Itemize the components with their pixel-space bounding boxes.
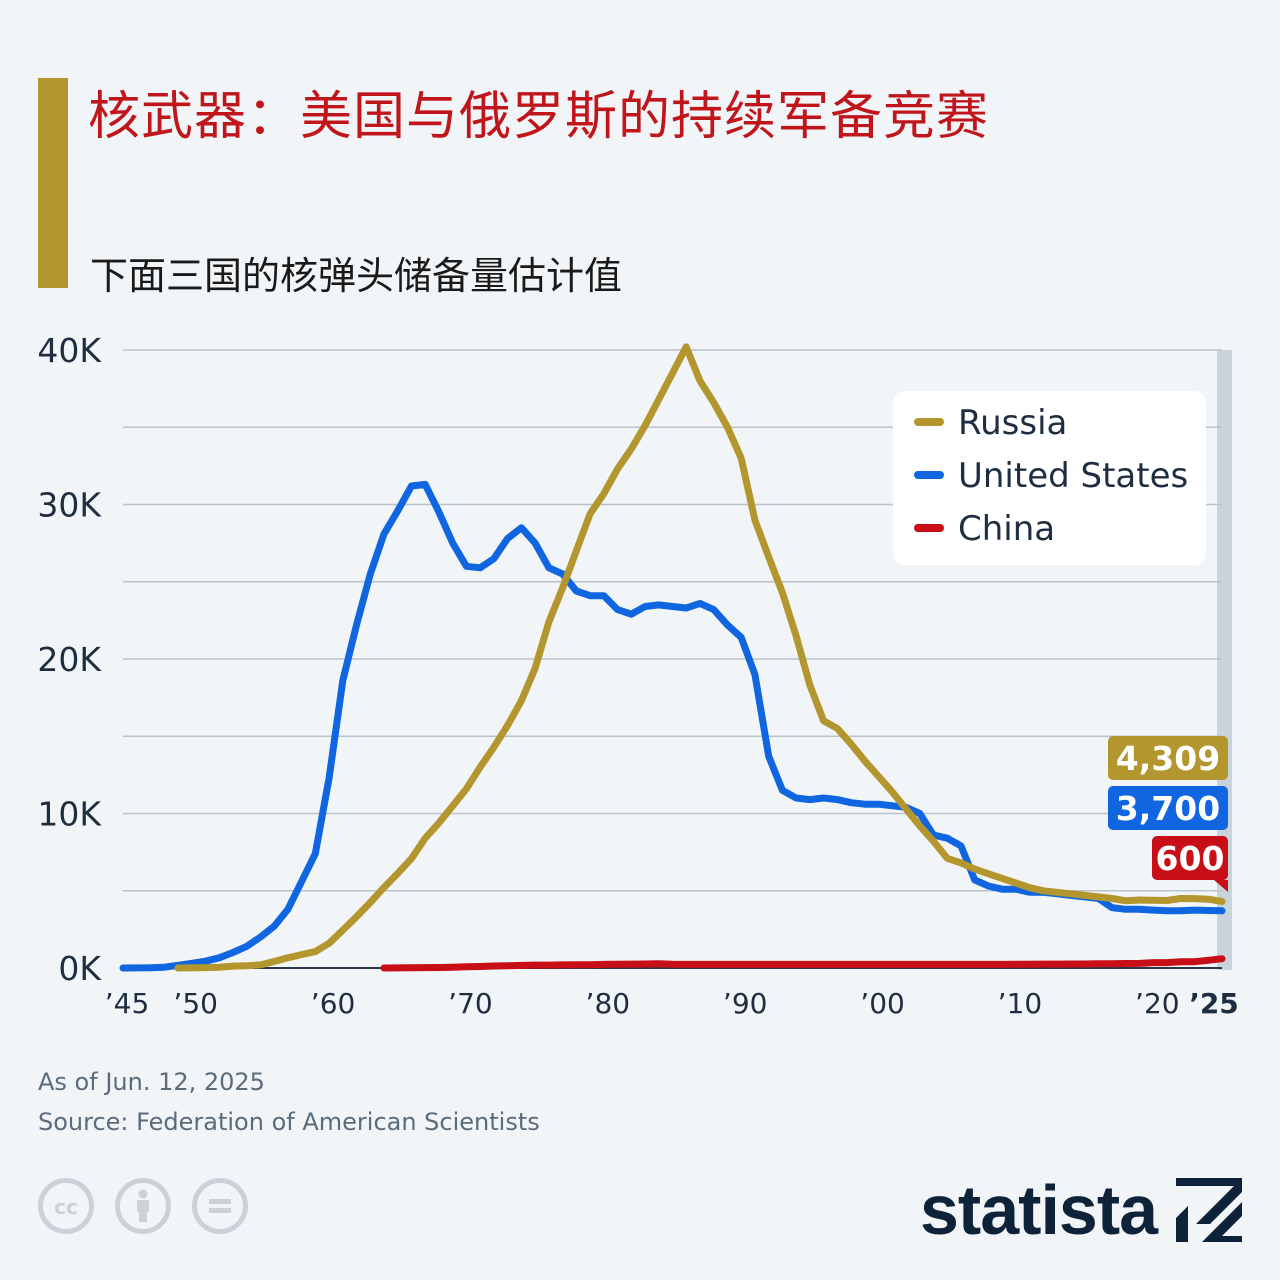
x-tick-label: ’25 — [1189, 987, 1239, 1020]
x-tick-label: ’90 — [723, 987, 768, 1020]
end-value-label: 600 — [1156, 839, 1225, 878]
no-derivatives-icon[interactable] — [192, 1178, 248, 1234]
x-tick-label: ’70 — [448, 987, 493, 1020]
end-value-badge — [1108, 786, 1228, 830]
attribution-icon[interactable] — [115, 1178, 171, 1234]
series-line-russia — [174, 343, 1226, 972]
legend-label: United States — [958, 456, 1188, 496]
end-value-label: 3,700 — [1116, 789, 1220, 828]
x-tick-label: ’80 — [586, 987, 631, 1020]
y-tick-label: 0K — [58, 949, 102, 988]
statista-logo-mark-icon — [1176, 1178, 1242, 1242]
badge-pointer — [1214, 880, 1228, 892]
page-title: 核武器：美国与俄罗斯的持续军备竞赛 — [88, 87, 990, 147]
y-tick-label: 30K — [37, 486, 102, 525]
title-accent-bar — [38, 78, 68, 288]
y-tick-label: 20K — [37, 640, 102, 679]
source-note: Source: Federation of American Scientist… — [38, 1108, 540, 1136]
y-tick-label: 10K — [37, 795, 102, 834]
cc-icon[interactable]: cc — [38, 1178, 94, 1234]
end-value-label: 4,309 — [1116, 739, 1220, 778]
as-of-date: As of Jun. 12, 2025 — [38, 1068, 265, 1096]
page-subtitle: 下面三国的核弹头储备量估计值 — [90, 254, 623, 298]
svg-text:cc: cc — [54, 1195, 78, 1219]
end-value-badge — [1108, 736, 1228, 780]
legend-label: China — [958, 509, 1055, 549]
series-line-china — [380, 955, 1226, 972]
x-tick-label: ’00 — [860, 987, 905, 1020]
legend-box — [893, 391, 1206, 565]
x-tick-label: ’45 — [105, 987, 150, 1020]
legend-label: Russia — [958, 403, 1067, 443]
x-tick-label: ’20 — [1135, 987, 1180, 1020]
x-tick-label: ’60 — [311, 987, 356, 1020]
x-tick-label: ’10 — [998, 987, 1043, 1020]
end-value-badge — [1152, 836, 1228, 880]
x-tick-label: ’50 — [173, 987, 218, 1020]
y-tick-label: 40K — [37, 331, 102, 370]
statista-logo[interactable]: statista — [920, 1171, 1158, 1249]
